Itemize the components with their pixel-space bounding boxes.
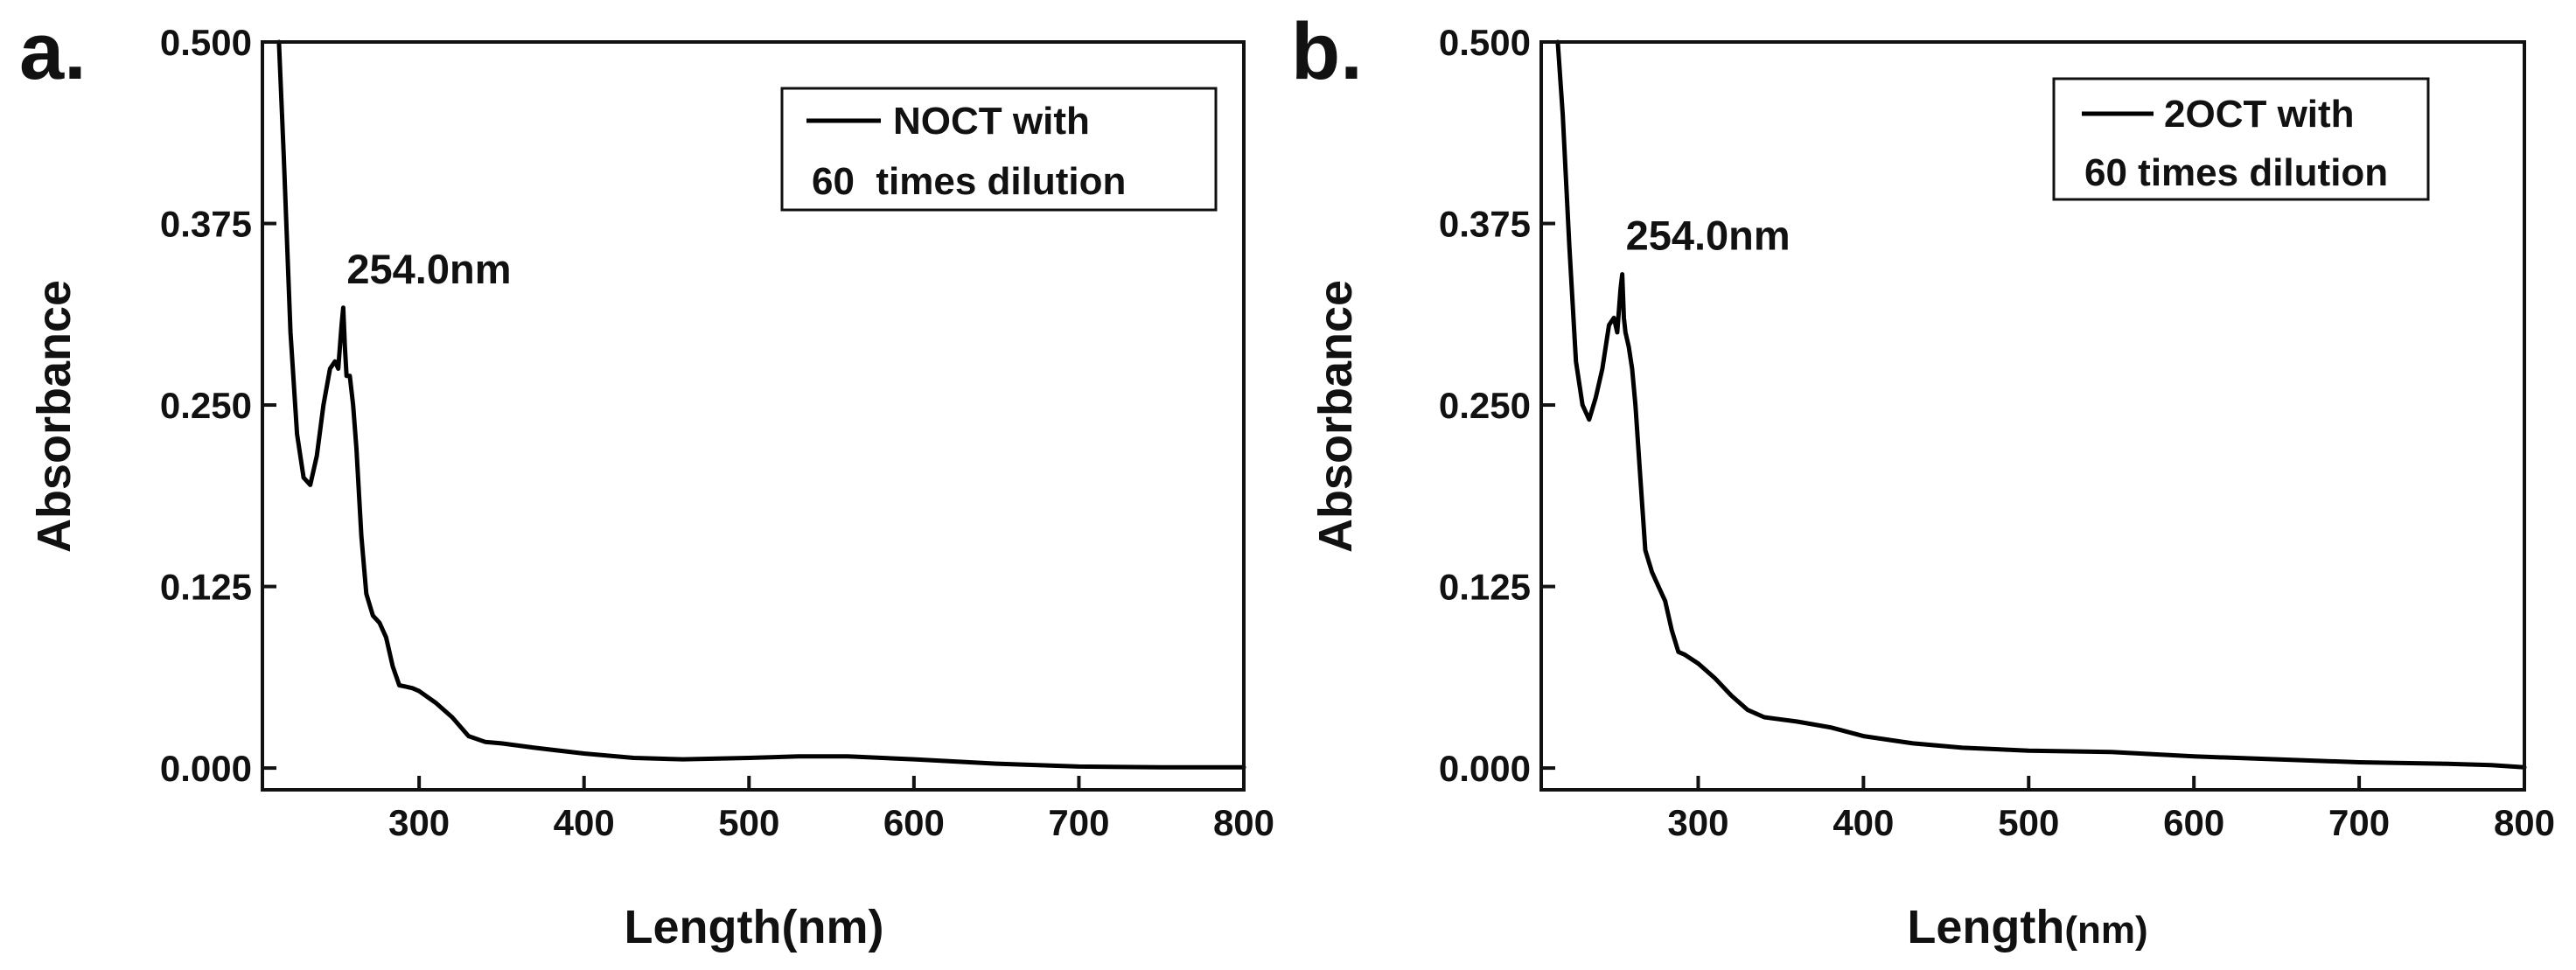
x-tick-label: 600 <box>883 802 945 843</box>
x-tick-label: 800 <box>2494 802 2555 843</box>
series-line <box>1555 39 2527 770</box>
y-tick-label: 0.000 <box>160 748 252 789</box>
x-axis-title-unit: (nm) <box>2064 909 2147 952</box>
y-tick-label: 0.375 <box>1439 204 1531 245</box>
legend: 2OCT with 60 times dilution <box>2052 77 2430 201</box>
y-tick-label: 0.500 <box>1439 22 1531 63</box>
plot-frame <box>1539 40 2526 792</box>
x-tick-label: 700 <box>1048 802 1109 843</box>
legend-box <box>780 87 1218 212</box>
plot-area <box>276 39 1246 770</box>
chart-panel-a: a. 300 400 500 600 700 800 0.000 0.125 0.250 0.37… <box>19 7 1274 953</box>
tick-labels: 300 400 500 600 700 800 0.000 0.125 0.250 0.375 0.… <box>1439 22 2555 843</box>
peak-annotation: 254.0nm <box>346 246 511 292</box>
x-tick-label: 700 <box>2328 802 2390 843</box>
y-tick-label: 0.500 <box>160 22 252 63</box>
x-tick-label: 400 <box>554 802 615 843</box>
plot-frame <box>261 40 1246 792</box>
x-axis-title-main: Length <box>625 901 782 953</box>
x-tick-label: 300 <box>1667 802 1728 843</box>
legend-entry-line1: NOCT with <box>893 100 1090 143</box>
chart-panel-b: b. 300 400 500 600 700 800 0.000 0.125 0.250 0.37… <box>1291 7 2555 953</box>
panel-label: b. <box>1291 7 1363 96</box>
x-tick-label: 300 <box>388 802 450 843</box>
legend-entry-line2: 60 times dilution <box>812 160 1126 203</box>
legend-entry-line1: 2OCT with <box>2164 93 2355 136</box>
x-tick-label: 500 <box>718 802 779 843</box>
y-axis-title: Absorbance <box>1309 280 1362 553</box>
y-tick-label: 0.125 <box>160 567 252 608</box>
plot-area <box>1555 39 2527 770</box>
tick-labels: 300 400 500 600 700 800 0.000 0.125 0.250 0.375 0.… <box>160 22 1274 843</box>
series-line <box>276 39 1246 770</box>
legend-entry-line2: 60 times dilution <box>2084 151 2388 194</box>
x-tick-label: 600 <box>2163 802 2224 843</box>
x-tick-label: 500 <box>1998 802 2059 843</box>
y-tick-label: 0.250 <box>1439 385 1531 426</box>
x-tick-label: 800 <box>1213 802 1274 843</box>
y-tick-label: 0.250 <box>160 385 252 426</box>
x-tick-label: 400 <box>1833 802 1894 843</box>
x-axis-title: Length(nm) <box>1907 901 2147 953</box>
x-axis-title: Length(nm) <box>625 901 884 953</box>
y-tick-label: 0.125 <box>1439 567 1531 608</box>
legend-box <box>2052 77 2430 201</box>
legend: NOCT with 60 times dilution <box>780 87 1218 212</box>
y-axis-title: Absorbance <box>28 280 80 553</box>
y-tick-label: 0.375 <box>160 204 252 245</box>
panel-label: a. <box>19 7 87 96</box>
peak-annotation: 254.0nm <box>1626 213 1791 259</box>
x-axis-title-unit: (nm) <box>782 901 884 953</box>
y-tick-label: 0.000 <box>1439 748 1531 789</box>
x-axis-title-main: Length <box>1907 901 2064 953</box>
